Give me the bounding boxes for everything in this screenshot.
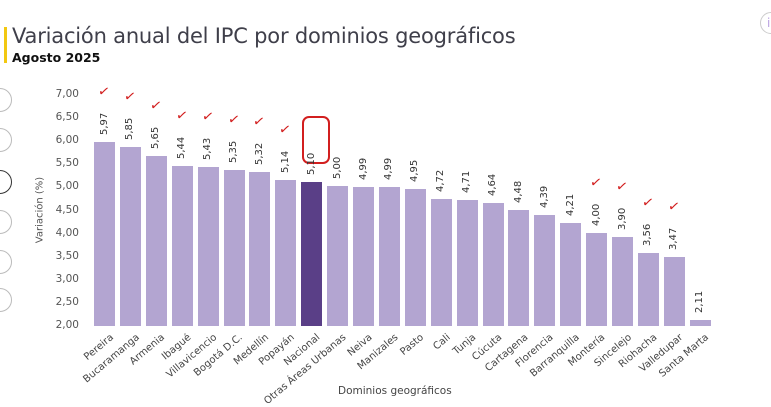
bar-nacional[interactable]: [301, 181, 323, 326]
circled-annotation: [302, 116, 330, 164]
y-tick-label: 5,50: [55, 157, 79, 170]
checkmark-annotation: ✓: [148, 97, 163, 116]
bar-bucaramanga[interactable]: [119, 147, 141, 326]
x-tick-label: Cali: [430, 332, 453, 353]
bar-value-label: 5,65: [150, 127, 162, 150]
checkmark-annotation: ✓: [200, 107, 215, 126]
side-toolbar-icon[interactable]: [0, 88, 12, 112]
bar-tunja[interactable]: [456, 199, 478, 326]
bar-popay-n[interactable]: [275, 179, 297, 326]
side-toolbar-icon[interactable]: [0, 210, 12, 234]
bar-value-label: 4,72: [435, 170, 447, 193]
bar-villavicencio[interactable]: [197, 166, 219, 326]
side-toolbar-icon[interactable]: [0, 250, 12, 274]
checkmark-annotation: ✓: [96, 82, 112, 101]
bar-pasto[interactable]: [404, 188, 426, 326]
bar-barranquilla[interactable]: [560, 222, 582, 326]
checkmark-annotation: ✓: [588, 173, 604, 192]
info-icon[interactable]: i: [760, 12, 771, 34]
bar-value-label: 4,64: [487, 173, 498, 197]
bar-value-label: 5,85: [124, 117, 136, 141]
checkmark-annotation: ✓: [122, 88, 137, 107]
bar-value-label: 3,47: [668, 227, 680, 251]
bar-value-label: 4,39: [538, 185, 550, 208]
bar-value-label: 3,90: [616, 207, 628, 231]
x-tick-label: Pasto: [398, 332, 427, 358]
y-tick-label: 2,50: [55, 295, 79, 308]
y-tick-label: 4,50: [55, 203, 79, 216]
checkmark-annotation: ✓: [252, 112, 267, 131]
bar-florencia[interactable]: [534, 214, 556, 326]
bar-valledupar[interactable]: [663, 257, 685, 326]
checkmark-annotation: ✓: [666, 198, 681, 216]
bar-value-label: 5,44: [176, 136, 188, 160]
bar-ibagu-[interactable]: [171, 166, 193, 326]
bar-armenia[interactable]: [145, 156, 167, 326]
bar-santa-marta[interactable]: [689, 319, 711, 326]
y-tick-label: 2,00: [55, 319, 79, 331]
y-tick-label: 3,50: [55, 249, 79, 262]
side-toolbar-icon[interactable]: [0, 170, 12, 194]
bar-value-label: 3,56: [642, 223, 654, 246]
bar-cali[interactable]: [430, 199, 452, 326]
bar-monter-a[interactable]: [586, 232, 608, 326]
bar-c-cuta[interactable]: [482, 203, 504, 326]
y-tick-label: 5,00: [55, 180, 79, 193]
bar-value-label: 4,21: [564, 193, 576, 216]
side-toolbar-icon[interactable]: [0, 128, 12, 152]
y-tick-label: 7,00: [55, 88, 79, 100]
y-tick-label: 6,50: [55, 111, 79, 124]
y-tick-label: 6,00: [55, 134, 79, 147]
bar-sincelejo[interactable]: [612, 237, 633, 326]
bar-value-label: 5,43: [202, 137, 214, 160]
bar-value-label: 4,71: [461, 170, 473, 193]
chart-subtitle: Agosto 2025: [12, 50, 101, 65]
bar-cartagena[interactable]: [508, 210, 530, 326]
checkmark-annotation: ✓: [614, 178, 630, 197]
bar-bogot-d-c-[interactable]: [223, 170, 245, 326]
checkmark-annotation: ✓: [277, 121, 293, 139]
bar-value-label: 2,11: [694, 290, 706, 313]
bar-value-label: 5,00: [331, 157, 343, 180]
bar-value-label: 4,00: [590, 203, 602, 226]
title-accent-bar: [4, 27, 7, 63]
bar-value-label: 5,14: [279, 150, 291, 173]
bar-value-label: 5,35: [228, 140, 239, 164]
bar-manizales[interactable]: [378, 186, 400, 326]
checkmark-annotation: ✓: [226, 111, 241, 130]
bar-value-label: 5,97: [98, 112, 110, 135]
x-axis-title: Dominios geográficos: [338, 385, 452, 397]
bar-value-label: 4,99: [383, 157, 395, 180]
bar-otras-reas-urbanas[interactable]: [327, 186, 349, 326]
bar-value-label: 5,10: [305, 152, 317, 175]
y-tick-label: 4,00: [55, 226, 79, 239]
bar-neiva[interactable]: [353, 186, 374, 326]
bar-value-label: 4,48: [512, 181, 524, 204]
checkmark-annotation: ✓: [640, 194, 655, 212]
bar-value-label: 5,32: [253, 142, 265, 165]
chart-title: Variación anual del IPC por dominios geo…: [12, 24, 516, 48]
bar-pereira[interactable]: [94, 141, 115, 326]
checkmark-annotation: ✓: [174, 107, 189, 125]
bar-medell-n[interactable]: [249, 171, 271, 326]
side-toolbar-icon[interactable]: [0, 288, 12, 312]
y-tick-label: 3,00: [55, 272, 79, 285]
bar-riohacha[interactable]: [637, 252, 659, 326]
bar-value-label: 4,95: [409, 159, 421, 182]
bar-value-label: 4,99: [357, 157, 369, 180]
